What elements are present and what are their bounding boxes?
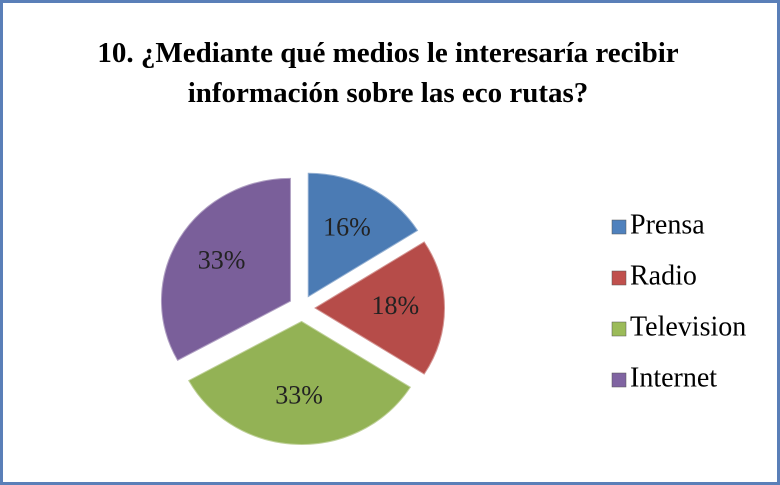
data-label: 18% (372, 291, 420, 320)
data-label: 33% (198, 245, 246, 274)
legend-label: Television (630, 311, 746, 342)
legend-swatch (611, 270, 627, 286)
pie-slice (160, 177, 291, 361)
pie-slice (188, 320, 412, 445)
legend-swatch (611, 219, 627, 235)
legend-label: Radio (630, 260, 697, 291)
data-label: 33% (275, 381, 323, 410)
pie-slice (314, 241, 445, 375)
legend-swatch (611, 372, 627, 388)
legend-swatch (611, 321, 627, 337)
legend-label: Internet (630, 362, 717, 393)
legend-label: Prensa (630, 209, 705, 240)
pie-slice (307, 172, 419, 298)
data-label: 16% (323, 212, 371, 241)
chart-title: 10. ¿Mediante qué medios le interesaría … (97, 37, 679, 109)
